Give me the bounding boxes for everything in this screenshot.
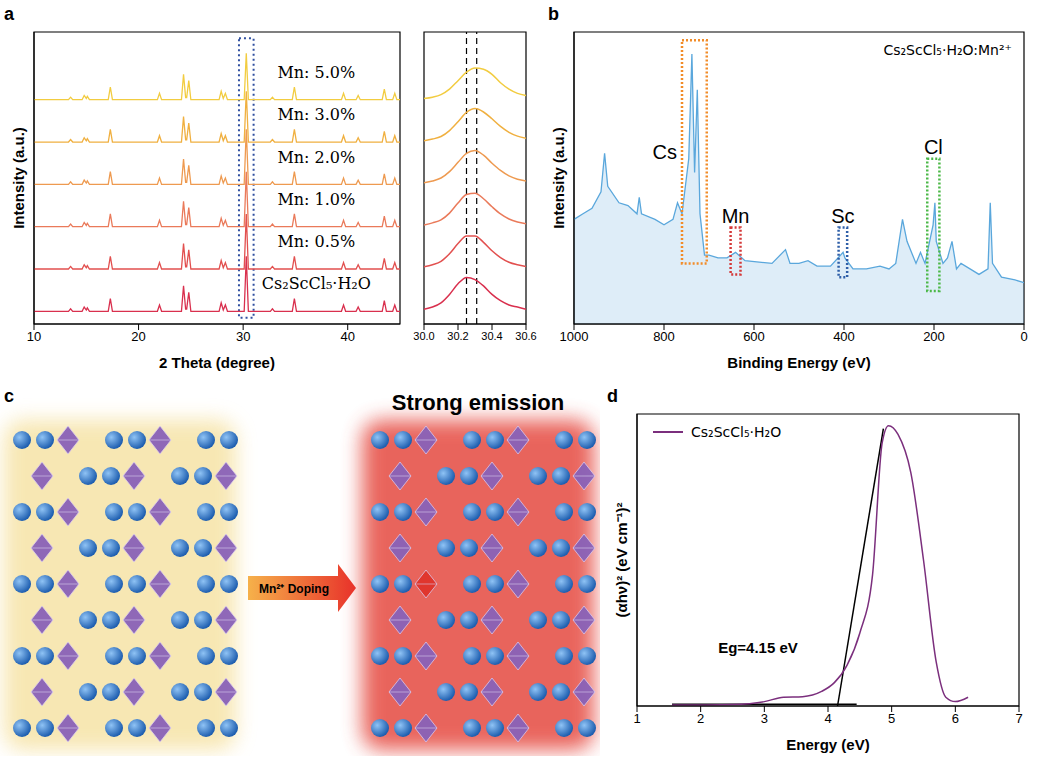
svg-text:(αhν)² (eV cm⁻¹)²: (αhν)² (eV cm⁻¹)² (613, 502, 630, 617)
svg-text:Mn²⁺ Doping: Mn²⁺ Doping (259, 582, 329, 596)
svg-text:Eg=4.15 eV: Eg=4.15 eV (718, 639, 798, 656)
svg-text:5: 5 (888, 711, 895, 726)
svg-text:Binding Energy (eV): Binding Energy (eV) (727, 354, 870, 371)
svg-text:10: 10 (27, 329, 41, 344)
html-text:Cs₂ScCl₅·H₂O:Mn²⁺: Cs₂ScCl₅·H₂O:Mn²⁺ (883, 42, 1012, 58)
svg-text:Cs₂ScCl₅·H₂O: Cs₂ScCl₅·H₂O (262, 274, 371, 293)
svg-text:800: 800 (653, 329, 675, 344)
html-text:d: d (607, 386, 618, 406)
svg-text:7: 7 (1015, 711, 1022, 726)
svg-text:400: 400 (833, 329, 855, 344)
svg-text:Cl: Cl (924, 136, 943, 158)
html-text:c: c (4, 386, 14, 406)
svg-text:30.6: 30.6 (515, 330, 536, 342)
svg-text:600: 600 (743, 329, 765, 344)
svg-text:Mn: 0.5%: Mn: 0.5% (277, 232, 355, 251)
svg-text:6: 6 (952, 711, 959, 726)
svg-text:Mn: 1.0%: Mn: 1.0% (277, 190, 355, 209)
svg-text:4: 4 (824, 711, 831, 726)
svg-text:Mn: 2.0%: Mn: 2.0% (277, 148, 355, 167)
svg-text:2: 2 (697, 711, 704, 726)
svg-text:30.4: 30.4 (481, 330, 502, 342)
svg-text:3: 3 (761, 711, 768, 726)
svg-text:Energy (eV): Energy (eV) (786, 736, 869, 753)
svg-text:200: 200 (923, 329, 945, 344)
svg-text:Strong emission: Strong emission (392, 390, 564, 415)
svg-text:30: 30 (236, 329, 250, 344)
html-text:a: a (4, 4, 14, 24)
svg-text:Mn: Mn (722, 205, 750, 227)
svg-text:1: 1 (633, 711, 640, 726)
svg-text:Cs: Cs (653, 141, 677, 163)
svg-text:Sc: Sc (831, 205, 854, 227)
svg-text:30.2: 30.2 (447, 330, 468, 342)
svg-text:1000: 1000 (560, 329, 589, 344)
svg-text:Mn: 3.0%: Mn: 3.0% (277, 105, 355, 124)
svg-text:Mn: 5.0%: Mn: 5.0% (277, 63, 355, 82)
svg-text:0: 0 (1020, 329, 1027, 344)
svg-text:30.0: 30.0 (413, 330, 434, 342)
html-text:Cs₂ScCl₅·H₂O: Cs₂ScCl₅·H₂O (691, 424, 782, 440)
html-text:b: b (548, 4, 559, 24)
svg-text:Intensity (a.u.): Intensity (a.u.) (550, 127, 567, 229)
svg-text:2 Theta (degree): 2 Theta (degree) (159, 354, 275, 371)
svg-text:Intensity (a.u.): Intensity (a.u.) (10, 127, 27, 229)
svg-text:20: 20 (131, 329, 145, 344)
svg-text:40: 40 (340, 329, 354, 344)
